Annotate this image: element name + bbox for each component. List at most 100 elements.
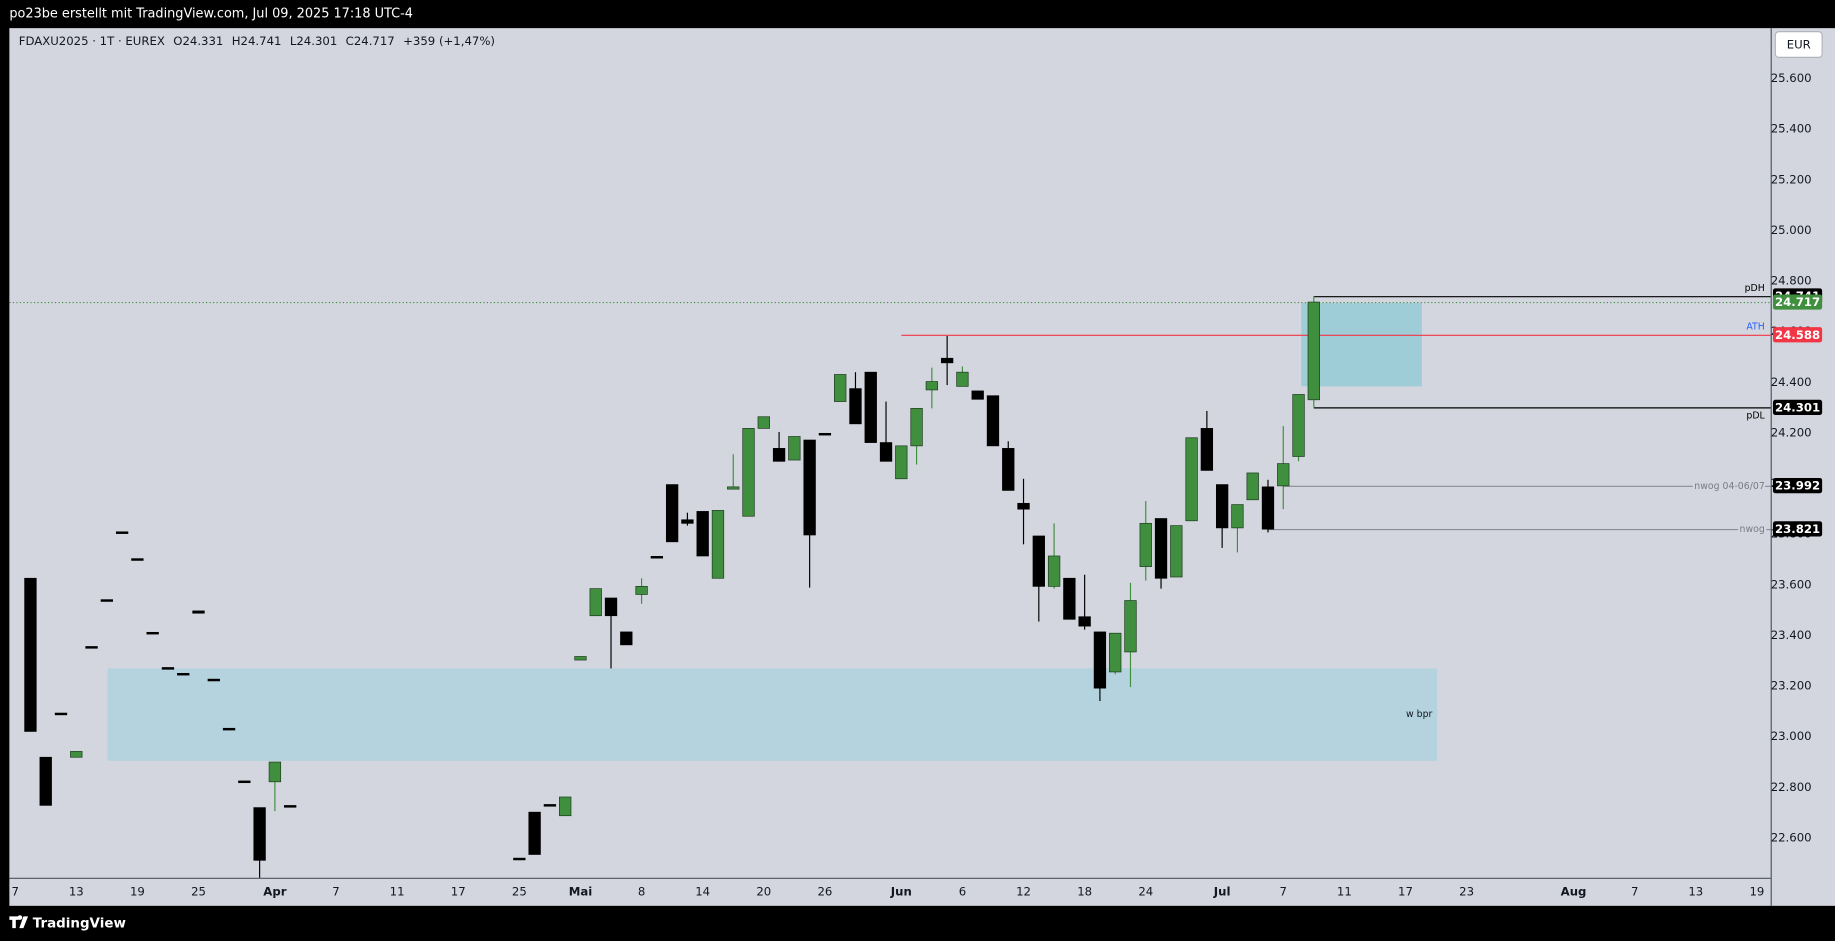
candle-body [238, 780, 251, 784]
y-tick-label: 25.600 [1771, 71, 1812, 85]
candle-body [24, 577, 37, 732]
candle-body [742, 428, 755, 517]
candle-body [1093, 631, 1107, 689]
candle-body [100, 599, 113, 602]
y-tick-label: 25.000 [1771, 223, 1812, 237]
price-label-bg [1772, 477, 1823, 494]
price-label-bg [1772, 399, 1823, 415]
change: +359 (+1,47%) [403, 34, 495, 48]
x-tick-label: 11 [1337, 884, 1352, 898]
x-tick-label: 17 [1398, 884, 1413, 898]
y-tick-label: 25.400 [1771, 122, 1812, 136]
candle-body [146, 631, 159, 635]
candle-body [85, 646, 98, 649]
candle-body [1261, 486, 1275, 530]
candle-body [222, 727, 236, 731]
candle-body [925, 381, 939, 391]
price-label: 23.821 [1775, 522, 1820, 536]
x-tick-label: Aug [1561, 884, 1587, 898]
level-label: nwog 04-06/07 [1694, 481, 1765, 492]
candle-body [70, 751, 83, 758]
y-tick-label: 23.200 [1771, 679, 1812, 693]
x-tick-label: 19 [130, 884, 145, 898]
candle-body [1307, 301, 1320, 401]
candle-body [940, 357, 954, 364]
candle-body [1154, 518, 1168, 579]
x-tick-label: 7 [11, 884, 18, 898]
candle-body [39, 756, 52, 806]
candle-body [910, 408, 923, 447]
plot: 22.600 22.800 23.000 23.200 23.400 23.600 23.8… [9, 71, 1823, 898]
x-tick-label: 25 [191, 884, 206, 898]
currency-button[interactable] [1774, 31, 1823, 58]
candle-body [1063, 577, 1076, 620]
candle-body [1231, 504, 1244, 529]
x-tick-label: 23 [1459, 884, 1474, 898]
candle-body [1078, 616, 1091, 627]
candle-body [177, 672, 190, 676]
candle-body [727, 486, 740, 490]
x-tick-label: 24 [1138, 884, 1153, 898]
candle-body [559, 796, 572, 817]
zone-label: w bpr [1406, 709, 1433, 720]
candle-body [803, 439, 816, 536]
ohlc-open: O24.331 [173, 34, 223, 48]
y-tick-label: 23.000 [1771, 729, 1812, 743]
ohlc-high: H24.741 [232, 34, 282, 48]
candle-body [604, 597, 618, 617]
candle-body [971, 390, 984, 400]
candle-body [650, 556, 664, 559]
x-tick-label: Jun [890, 884, 912, 898]
candle-body [528, 811, 541, 855]
candle-body [620, 631, 633, 646]
candle-body [1215, 484, 1229, 529]
candle-body [818, 432, 832, 436]
candle-body [788, 436, 801, 461]
candle-body [284, 805, 297, 808]
symbol: FDAXU2025 · 1T · EUREX [19, 34, 165, 48]
zone [107, 668, 1438, 761]
brand: TradingView [33, 916, 126, 931]
logo [9, 915, 29, 929]
caption: po23be erstellt mit TradingView.com, Jul… [9, 7, 413, 22]
candle-body [574, 656, 587, 661]
x-tick-label: Apr [263, 884, 286, 898]
x-tick-label: 8 [638, 884, 645, 898]
candle-body [1032, 535, 1045, 587]
y-tick-label: 24.800 [1771, 274, 1812, 288]
candle-body [1277, 463, 1290, 487]
candle-body [1292, 394, 1305, 457]
candle-body [1124, 600, 1137, 653]
candle-body [1139, 522, 1152, 567]
candle-body [1200, 428, 1214, 471]
candle-body [864, 371, 877, 443]
candle-body [711, 510, 725, 579]
price-label-bg [1772, 327, 1823, 343]
x-tick-label: 7 [1280, 884, 1287, 898]
y-tick-label: 22.800 [1771, 780, 1812, 794]
price-label: 24.301 [1775, 400, 1820, 414]
ohlc-close: C24.717 [346, 34, 395, 48]
candle-body [1017, 502, 1030, 510]
x-tick-label: 12 [1016, 884, 1031, 898]
x-tick-label: 6 [959, 884, 966, 898]
candle-body [1246, 472, 1259, 501]
currency[interactable]: EUR [1787, 38, 1811, 52]
x-tick-label: 25 [512, 884, 527, 898]
candle-body [635, 586, 648, 595]
price-label-bg [1772, 521, 1823, 537]
x-tick-label: 14 [695, 884, 710, 898]
level-label: nwog [1740, 524, 1765, 535]
candle-body [54, 712, 68, 716]
chart-pane [9, 28, 1835, 906]
y-tick-label: 23.400 [1771, 628, 1812, 642]
candle-body [1047, 555, 1061, 587]
candle-body [1002, 448, 1015, 491]
y-tick-label: 24.200 [1771, 425, 1812, 439]
zone [1301, 303, 1422, 387]
x-tick-label: 7 [332, 884, 339, 898]
x-tick-label: Mai [569, 884, 593, 898]
symbol-legend: FDAXU2025 · 1T · EUREX O24.331 H24.741 L… [19, 34, 495, 48]
level-label: pDH [1745, 283, 1765, 294]
